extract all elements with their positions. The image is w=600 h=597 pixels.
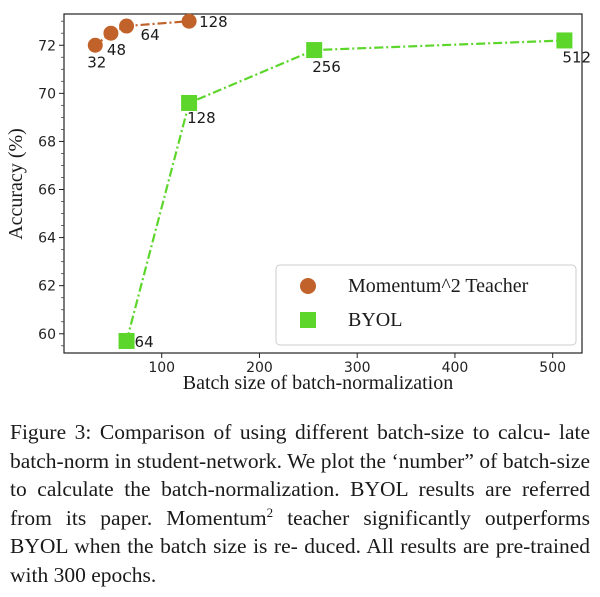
- data-point-byol: [118, 332, 135, 349]
- y-tick-label: 62: [38, 279, 56, 295]
- data-point-momentum: [87, 37, 103, 53]
- data-label: 64: [141, 26, 160, 44]
- y-tick-label: 60: [38, 327, 56, 343]
- chart: 100 200 300 400 500 60 62 64 66 68 70 72 Batch siz…: [5, 13, 591, 394]
- data-label: 48: [107, 41, 126, 59]
- data-point-momentum: [181, 13, 197, 29]
- data-label: 256: [312, 58, 341, 76]
- x-axis: 100 200 300 400 500: [148, 353, 566, 376]
- data-point-byol: [306, 42, 323, 59]
- x-axis-label: Batch size of batch-normalization: [183, 372, 453, 394]
- x-tick-label: 100: [148, 360, 175, 376]
- legend-label-byol: BYOL: [348, 309, 402, 331]
- y-tick-label: 68: [38, 134, 56, 150]
- legend-marker-momentum: [300, 278, 316, 294]
- legend: Momentum^2 Teacher BYOL: [275, 264, 577, 346]
- caption-text-end: teacher significantly outperforms BYOL w…: [10, 505, 590, 587]
- y-tick-label: 64: [38, 231, 56, 247]
- legend-label-momentum: Momentum^2 Teacher: [348, 275, 529, 297]
- data-label: 128: [187, 109, 216, 127]
- x-tick-label: 300: [344, 360, 371, 376]
- data-label: 64: [135, 333, 154, 351]
- y-axis-label: Accuracy (%): [5, 128, 27, 240]
- legend-marker-byol: [300, 312, 316, 328]
- y-tick-label: 70: [38, 86, 56, 102]
- data-label: 512: [562, 48, 591, 66]
- data-point-momentum: [103, 25, 119, 41]
- y-axis: 60 62 64 66 68 70 72: [38, 20, 64, 347]
- caption-text: Figure 3: Comparison of using different …: [10, 420, 590, 530]
- figure-caption: Figure 3: Comparison of using different …: [10, 418, 590, 589]
- caption-superscript: 2: [266, 504, 274, 520]
- plot-frame: [63, 13, 583, 354]
- x-tick-label: 400: [442, 360, 469, 376]
- data-point-byol: [181, 94, 198, 111]
- legend-box: [275, 264, 577, 346]
- y-tick-label: 66: [38, 183, 56, 199]
- data-label: 128: [199, 13, 228, 31]
- data-label: 32: [87, 53, 106, 71]
- x-tick-label: 500: [539, 360, 566, 376]
- data-point-momentum: [119, 18, 135, 34]
- series-line-momentum: [94, 20, 190, 47]
- x-tick-label: 200: [246, 360, 273, 376]
- series-line-byol: [125, 39, 565, 342]
- y-tick-label: 72: [38, 38, 56, 54]
- data-point-byol: [556, 32, 573, 49]
